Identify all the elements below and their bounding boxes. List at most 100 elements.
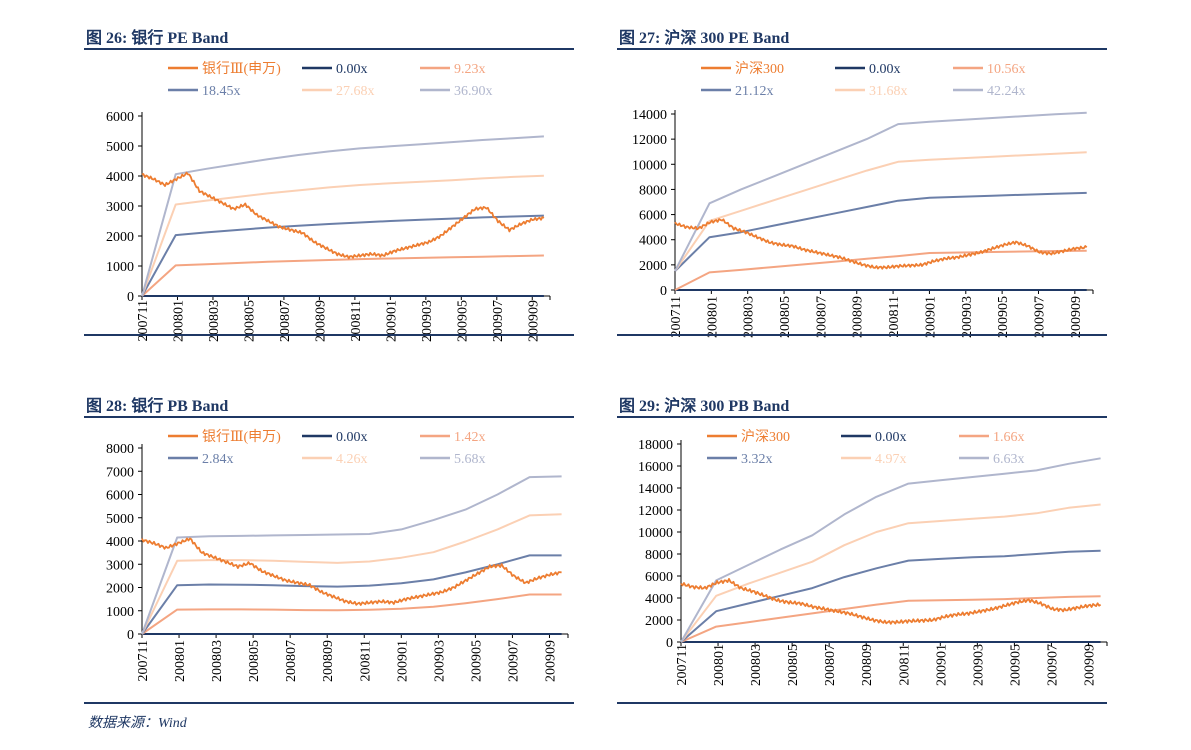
x-tick-label: 200711 <box>675 644 690 685</box>
y-tick-label: 8000 <box>106 442 134 457</box>
chart-title: 图 27: 沪深 300 PE Band <box>619 30 790 47</box>
x-tick-label: 200909 <box>1069 296 1084 338</box>
y-tick-label: 6000 <box>639 209 667 224</box>
band-line-1-42x <box>141 593 562 635</box>
x-tick-label: 200907 <box>1032 296 1047 338</box>
chart-canvas: 沪深300 0.00x 10.56x 21.12x 31.68x 42.24x 0 2000 4… <box>632 61 1094 338</box>
x-tick-label: 200807 <box>284 640 299 682</box>
chart-panel-csi300-pb: 图 29: 沪深 300 PB Band 沪深300 0.00x 1.66x 3.32… <box>617 392 1108 708</box>
y-tick-label: 6000 <box>645 570 673 585</box>
band-line-4-97x <box>680 503 1101 643</box>
y-tick-label: 6000 <box>106 110 134 125</box>
chart-canvas: 银行Ⅲ(申万) 0.00x 1.42x 2.84x 4.26x 5.68x 0 1000 200… <box>106 429 569 682</box>
legend-label: 0.00x <box>875 430 907 445</box>
y-tick-label: 0 <box>666 636 673 651</box>
band-line-6-63x <box>680 457 1101 643</box>
legend-label: 6.63x <box>993 452 1025 467</box>
x-tick-label: 200809 <box>860 644 875 686</box>
y-tick-label: 2000 <box>645 614 673 629</box>
x-tick-label: 200801 <box>171 300 186 342</box>
bottom-rule <box>617 702 1107 704</box>
x-tick-label: 200901 <box>934 644 949 686</box>
x-tick-label: 200809 <box>321 640 336 682</box>
bottom-rule <box>84 334 574 336</box>
x-tick-label: 200905 <box>469 640 484 682</box>
legend-label: 5.68x <box>454 452 486 467</box>
legend-label: 31.68x <box>869 84 908 99</box>
y-tick-label: 2000 <box>106 230 134 245</box>
y-tick-label: 14000 <box>632 108 667 123</box>
y-tick-label: 1000 <box>106 260 134 275</box>
legend-label: 9.23x <box>454 62 486 77</box>
band-line-10-56x <box>674 249 1087 291</box>
y-tick-label: 8000 <box>639 183 667 198</box>
x-tick-label: 200903 <box>432 640 447 682</box>
legend-label: 2.84x <box>202 452 234 467</box>
y-tick-label: 7000 <box>106 465 134 480</box>
chart-title: 图 29: 沪深 300 PB Band <box>619 398 790 415</box>
legend-label: 沪深300 <box>735 61 784 77</box>
band-line-27-68x <box>141 174 544 297</box>
y-tick-label: 14000 <box>638 482 673 497</box>
x-tick-label: 200807 <box>814 296 829 338</box>
x-tick-label: 200801 <box>173 640 188 682</box>
chart-canvas: 银行Ⅲ(申万) 0.00x 9.23x 18.45x 27.68x 36.90x 0 1000… <box>106 61 551 342</box>
legend-label: 42.24x <box>987 84 1026 99</box>
y-tick-label: 12000 <box>632 133 667 148</box>
x-tick-label: 200805 <box>778 296 793 338</box>
chart-panel-bank-pe: 图 26: 银行 PE Band 银行Ⅲ(申万) 0.00x 9.23x 18.45x… <box>84 24 574 342</box>
legend-label: 3.32x <box>741 452 773 467</box>
y-tick-label: 18000 <box>638 438 673 453</box>
price-line-300 <box>674 218 1088 270</box>
x-tick-label: 200901 <box>395 640 410 682</box>
y-tick-label: 4000 <box>106 170 134 185</box>
price-line-300 <box>680 577 1102 625</box>
x-tick-label: 200903 <box>960 296 975 338</box>
legend-label: 沪深300 <box>741 429 790 445</box>
bottom-rule <box>617 334 1107 336</box>
x-tick-label: 200809 <box>313 300 328 342</box>
y-tick-label: 5000 <box>106 140 134 155</box>
bottom-rule <box>84 702 574 704</box>
title-rule <box>84 48 574 50</box>
x-tick-label: 200905 <box>996 296 1011 338</box>
y-tick-label: 3000 <box>106 558 134 573</box>
chart-title: 图 28: 银行 PB Band <box>86 398 229 415</box>
legend-label: 18.45x <box>202 84 241 99</box>
y-tick-label: 4000 <box>106 535 134 550</box>
x-tick-label: 200803 <box>742 296 757 338</box>
x-tick-label: 200907 <box>491 300 506 342</box>
chart-panel-bank-pb: 图 28: 银行 PB Band 银行Ⅲ(申万) 0.00x 1.42x 2.84x 4… <box>84 392 574 708</box>
source-note: 数据来源：Wind <box>88 716 187 731</box>
legend-label: 4.97x <box>875 452 907 467</box>
y-tick-label: 4000 <box>639 234 667 249</box>
y-tick-label: 8000 <box>645 548 673 563</box>
chart-title: 图 26: 银行 PE Band <box>86 30 229 47</box>
y-tick-label: 2000 <box>639 259 667 274</box>
chart-canvas: 沪深300 0.00x 1.66x 3.32x 4.97x 6.63x 0 2000 4000 6… <box>638 429 1108 686</box>
y-tick-label: 5000 <box>106 512 134 527</box>
y-tick-label: 4000 <box>645 592 673 607</box>
price-line-series <box>141 537 562 606</box>
band-line-4-26x <box>141 513 562 635</box>
y-tick-label: 0 <box>127 290 134 305</box>
y-tick-label: 6000 <box>106 489 134 504</box>
band-line-3-32x <box>680 549 1101 643</box>
y-tick-label: 3000 <box>106 200 134 215</box>
band-line-42-24x <box>674 111 1087 272</box>
x-tick-label: 200809 <box>851 296 866 338</box>
legend-label: 27.68x <box>336 84 375 99</box>
legend-label: 10.56x <box>987 62 1026 77</box>
x-tick-label: 200811 <box>349 300 364 341</box>
x-tick-label: 200711 <box>136 300 151 341</box>
legend-label: 36.90x <box>454 84 493 99</box>
x-tick-label: 200903 <box>420 300 435 342</box>
x-tick-label: 200801 <box>705 296 720 338</box>
band-line-5-68x <box>141 475 562 635</box>
x-tick-label: 200811 <box>897 644 912 685</box>
x-tick-label: 200901 <box>923 296 938 338</box>
x-tick-label: 200905 <box>455 300 470 342</box>
x-tick-label: 200801 <box>712 644 727 686</box>
x-tick-label: 200711 <box>136 640 151 681</box>
x-tick-label: 200805 <box>786 644 801 686</box>
